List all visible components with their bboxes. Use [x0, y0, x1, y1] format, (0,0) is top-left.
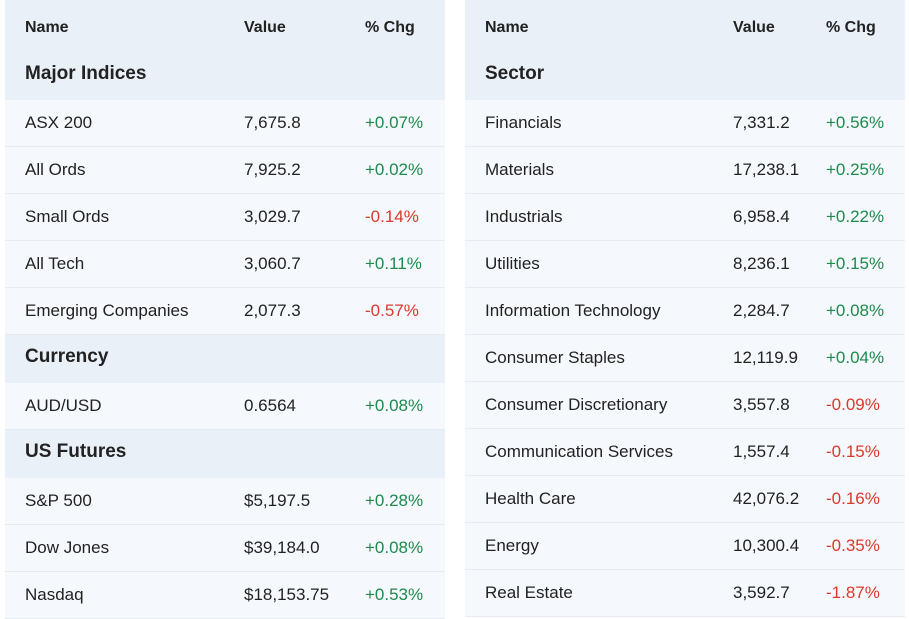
- column-label: Value: [244, 19, 286, 36]
- table-row: ASX 200 7,675.8 +0.07%: [5, 100, 445, 147]
- table-panel: Name Value % Chg Major Indices ASX 200 7,675.…: [5, 0, 445, 619]
- column-label: Value: [733, 19, 775, 36]
- change: -1.87%: [826, 583, 880, 602]
- table-row: Nasdaq $18,153.75 +0.53%: [5, 572, 445, 619]
- table-row: Communication Services 1,557.4 -0.15%: [465, 429, 905, 476]
- column-label: % Chg: [365, 19, 415, 36]
- section-title: Sector: [485, 63, 545, 84]
- table-row: All Tech 3,060.7 +0.11%: [5, 241, 445, 288]
- value: $18,153.75: [244, 585, 330, 604]
- name: Consumer Staples: [485, 348, 625, 367]
- name: Utilities: [485, 254, 540, 273]
- value: 7,331.2: [733, 113, 790, 132]
- name: Nasdaq: [25, 585, 84, 604]
- table-row: Real Estate 3,592.7 -1.87%: [465, 570, 905, 617]
- column-label: % Chg: [826, 19, 876, 36]
- value: 7,925.2: [244, 160, 301, 179]
- value: 17,238.1: [733, 160, 800, 179]
- change: +0.22%: [826, 207, 885, 226]
- section-header: Currency: [5, 335, 445, 383]
- table-row: Small Ords 3,029.7 -0.14%: [5, 194, 445, 241]
- table-row: S&P 500 $5,197.5 +0.28%: [5, 478, 445, 525]
- table-row: Emerging Companies 2,077.3 -0.57%: [5, 288, 445, 335]
- value: 6,958.4: [733, 207, 790, 226]
- value: 8,236.1: [733, 254, 790, 273]
- change: -0.35%: [826, 536, 880, 555]
- table-row: AUD/USD 0.6564 +0.08%: [5, 383, 445, 430]
- name: Consumer Discretionary: [485, 395, 668, 414]
- section-title: US Futures: [25, 441, 127, 462]
- name: ASX 200: [25, 113, 93, 132]
- value: 7,675.8: [244, 113, 301, 132]
- value: 2,284.7: [733, 301, 790, 320]
- change: -0.14%: [365, 207, 419, 226]
- name: Communication Services: [485, 442, 674, 461]
- table-row: Information Technology 2,284.7 +0.08%: [465, 288, 905, 335]
- section-header: US Futures: [5, 430, 445, 478]
- section-title: Currency: [25, 346, 109, 367]
- change: +0.07%: [365, 113, 424, 132]
- name: Industrials: [485, 207, 563, 226]
- name: Real Estate: [485, 583, 573, 602]
- name: Materials: [485, 160, 554, 179]
- value: 0.6564: [244, 396, 296, 415]
- value: 10,300.4: [733, 536, 800, 555]
- section-title: Major Indices: [25, 63, 147, 84]
- change: +0.08%: [365, 396, 424, 415]
- value: 42,076.2: [733, 489, 800, 508]
- change: +0.53%: [365, 585, 424, 604]
- name: AUD/USD: [25, 396, 102, 415]
- name: Dow Jones: [25, 538, 110, 557]
- column-label: Name: [25, 19, 69, 36]
- value: 3,029.7: [244, 207, 301, 226]
- value: 3,592.7: [733, 583, 790, 602]
- table-row: Financials 7,331.2 +0.56%: [465, 100, 905, 147]
- change: +0.08%: [365, 538, 424, 557]
- name: Energy: [485, 536, 539, 555]
- table-row: Health Care 42,076.2 -0.16%: [465, 476, 905, 523]
- change: +0.08%: [826, 301, 885, 320]
- name: Small Ords: [25, 207, 110, 226]
- name: S&P 500: [25, 491, 92, 510]
- name: All Ords: [25, 160, 86, 179]
- change: -0.16%: [826, 489, 880, 508]
- table-row: Industrials 6,958.4 +0.22%: [465, 194, 905, 241]
- column-header: Name Value % Chg: [5, 0, 445, 52]
- value: 3,060.7: [244, 254, 301, 273]
- value: $39,184.0: [244, 538, 320, 557]
- table-row: Consumer Discretionary 3,557.8 -0.09%: [465, 382, 905, 429]
- table-row: All Ords 7,925.2 +0.02%: [5, 147, 445, 194]
- column-header: Name Value % Chg: [465, 0, 905, 52]
- value: 12,119.9: [733, 348, 798, 367]
- change: -0.15%: [826, 442, 880, 461]
- table-row: Dow Jones $39,184.0 +0.08%: [5, 525, 445, 572]
- change: +0.02%: [365, 160, 424, 179]
- name: All Tech: [25, 254, 85, 273]
- value: 2,077.3: [244, 301, 301, 320]
- change: -0.09%: [826, 395, 880, 414]
- name: Financials: [485, 113, 562, 132]
- name: Health Care: [485, 489, 576, 508]
- change: +0.28%: [365, 491, 424, 510]
- change: +0.25%: [826, 160, 885, 179]
- change: -0.57%: [365, 301, 419, 320]
- change: +0.11%: [365, 254, 422, 273]
- section-header: Major Indices: [5, 52, 445, 100]
- change: +0.15%: [826, 254, 885, 273]
- column-label: Name: [485, 19, 529, 36]
- table-row: Utilities 8,236.1 +0.15%: [465, 241, 905, 288]
- value: 3,557.8: [733, 395, 790, 414]
- table-row: Consumer Staples 12,119.9 +0.04%: [465, 335, 905, 382]
- change: +0.56%: [826, 113, 885, 132]
- name: Emerging Companies: [25, 301, 189, 320]
- table-row: Materials 17,238.1 +0.25%: [465, 147, 905, 194]
- section-header: Sector: [465, 52, 905, 100]
- value: 1,557.4: [733, 442, 790, 461]
- change: +0.04%: [826, 348, 885, 367]
- table-row: Energy 10,300.4 -0.35%: [465, 523, 905, 570]
- name: Information Technology: [485, 301, 661, 320]
- table-panel: Name Value % Chg Sector Financials 7,331.2 +0.…: [465, 0, 905, 617]
- value: $5,197.5: [244, 491, 311, 510]
